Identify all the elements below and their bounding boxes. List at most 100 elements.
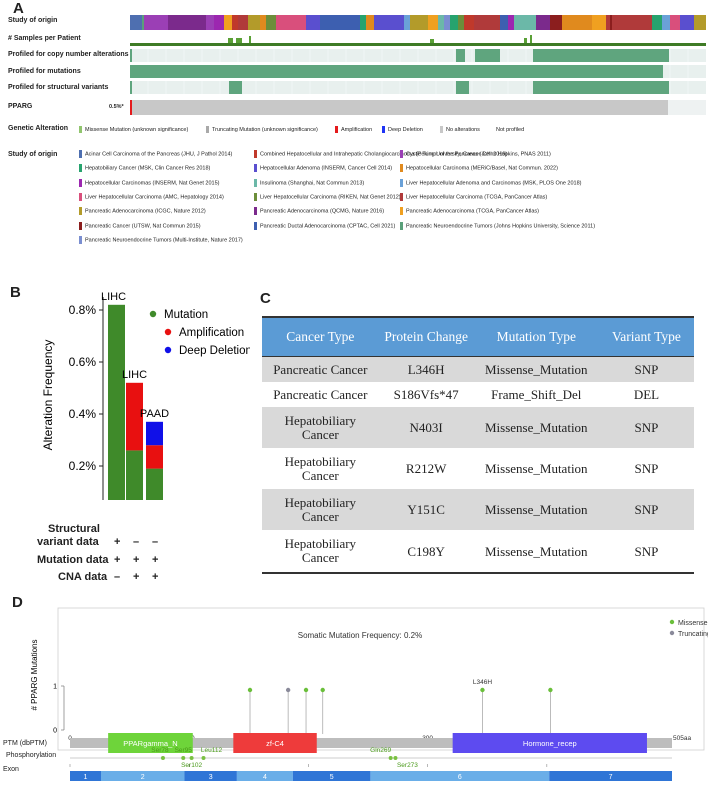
- legend-swatch: [254, 192, 257, 201]
- col-header-cancer-type: Cancer Type: [262, 316, 379, 357]
- genetic-alteration-item: Amplification: [335, 126, 372, 133]
- lollipop-y-axis-label: # PPARG Mutations: [30, 640, 39, 711]
- table-cell: Hepatobiliary Cancer: [262, 530, 379, 574]
- bar-series: [108, 304, 163, 500]
- exon-number: 3: [209, 774, 213, 781]
- row-label-profiled-mutations: Profiled for mutations: [8, 68, 81, 75]
- study-segment: [428, 15, 438, 30]
- legend-label: Pancreatic Cancer (UTSW, Nat Commun 2015…: [85, 222, 201, 229]
- pparg-not-profiled: [668, 100, 706, 115]
- table-cell: SNP: [598, 356, 694, 383]
- table-row: Hepatobiliary Cancer N403I Missense_Mutati…: [262, 407, 694, 449]
- table-row: Pancreatic Cancer S186Vfs*47 Frame_Shift_D…: [262, 382, 694, 407]
- legend-label: Liver Hepatocellular Adenoma and Carcino…: [406, 180, 582, 187]
- exon-block: [70, 771, 101, 781]
- legend-label: Pancreatic Neuroendocrine Tumors (Multi-…: [85, 237, 243, 244]
- profiled-range: [130, 81, 132, 94]
- study-segment: [224, 15, 232, 30]
- genetic-alteration-item: Truncating Mutation (unknown significanc…: [206, 126, 318, 133]
- row-label-structural-2: variant data: [37, 536, 99, 548]
- col-header-mutation-type: Mutation Type: [473, 316, 599, 357]
- legend-swatch: [254, 150, 257, 158]
- exon-block: [100, 771, 185, 781]
- study-segment: [500, 15, 508, 30]
- study-segment: [508, 15, 514, 30]
- profiled-sv-track: [129, 81, 706, 94]
- legend-label: Pancreatic Neuroendocrine Tumors (Johns …: [406, 222, 596, 229]
- table-row: Hepatobiliary Cancer Y151C Missense_Mutati…: [262, 489, 694, 531]
- legend-label: Hepatocellular Carcinomas (INSERM, Nat G…: [85, 180, 220, 187]
- legend-label: Cystic Tumor of the Pancreas (Johns Hopk…: [406, 151, 551, 158]
- legend-dot: [669, 630, 675, 636]
- study-segment: [214, 15, 224, 30]
- legend-label: Amplification: [341, 126, 373, 133]
- table-cell: Missense_Mutation: [473, 530, 599, 574]
- lollipop-axes: 010100200300400505aa: [53, 684, 691, 767]
- legend-label: Pancreatic Ductal Adenocarcinoma (CPTAC,…: [260, 222, 396, 229]
- legend-label: Hepatocellular Adenoma (INSERM, Cancer C…: [260, 165, 393, 172]
- table-cell: SNP: [598, 407, 694, 449]
- oncoprint-tracks: [129, 15, 706, 115]
- exon-number: 4: [263, 774, 267, 781]
- legend-swatch: [254, 164, 257, 173]
- samples-per-patient-spike: [430, 39, 434, 43]
- profiled-range: [130, 65, 663, 78]
- exon-number: 1: [84, 774, 88, 781]
- ptm-label: PTM (dbPTM): [3, 740, 47, 747]
- legend-dot: [149, 310, 157, 318]
- samples-per-patient-baseline: [130, 43, 706, 46]
- pparg-amplification-marks: [130, 100, 132, 115]
- study-segment: [562, 15, 592, 30]
- y-tick-label: 0.8%: [69, 303, 97, 317]
- exon-block: [549, 771, 672, 781]
- table-row: Pancreatic Cancer L346H Missense_Mutation S…: [262, 356, 694, 383]
- phosphorylation-site: [393, 756, 398, 760]
- table-cell: Hepatobiliary Cancer: [262, 489, 379, 531]
- legend-label: Liver Hepatocellular Carcinoma (AMC, Hep…: [85, 194, 224, 201]
- samples-per-patient-spike: [530, 35, 532, 43]
- study-segment: [306, 15, 320, 30]
- table-cell: Y151C: [378, 489, 474, 531]
- legend-swatch: [79, 221, 82, 230]
- study-segment: [144, 15, 168, 30]
- table-cell: Missense_Mutation: [485, 461, 588, 477]
- study-segment: [608, 15, 610, 30]
- study-segment: [628, 15, 630, 30]
- profiled-cna-track: [129, 49, 706, 62]
- exon-block: [370, 771, 550, 781]
- study-legend-item: Liver Hepatocellular Carcinoma (AMC, Hep…: [79, 192, 224, 201]
- study-segment: [266, 15, 276, 30]
- protein-backbone: PPARgamma_N zf-C4 Hormone_recep: [70, 733, 672, 753]
- profiled-range: [533, 81, 669, 94]
- table-cell: L346H: [378, 356, 474, 383]
- bar-category-label: PAAD: [140, 408, 169, 420]
- study-segment: [260, 15, 266, 30]
- table-header-row: Cancer Type Protein Change Mutation Type…: [262, 316, 694, 357]
- phosphorylation-site-label: Ser95: [175, 747, 193, 754]
- exon-number: 7: [609, 774, 613, 781]
- study-segment: [238, 15, 248, 30]
- panel-b-letter: B: [10, 284, 21, 301]
- legend-label: Amplification: [179, 327, 244, 339]
- table-cell: Hepatobiliary Cancer: [284, 453, 357, 483]
- phosphorylation-site-label: Ser273: [397, 762, 418, 769]
- study-segment: [592, 15, 606, 30]
- exon-number: 5: [330, 774, 334, 781]
- legend-label: Hepatobiliary Cancer (MSK, Clin Cancer R…: [85, 165, 211, 172]
- table-cell: C198Y: [378, 530, 474, 574]
- phosphorylation-site: [181, 756, 186, 760]
- col-header-variant-type: Variant Type: [598, 316, 694, 357]
- legend-label: Truncating: [678, 631, 708, 638]
- lollipop-head: [548, 687, 553, 693]
- study-legend-item: Pancreatic Adenocarcinoma (TCGA, PanCanc…: [400, 207, 539, 216]
- lollipop-legend: Missense Truncating: [669, 619, 708, 638]
- legend-swatch: [79, 207, 82, 216]
- exon-number: 2: [141, 774, 145, 781]
- y-tick-label: 0.2%: [69, 459, 97, 473]
- legend-label: Combined Hepatocellular and Intrahepatic…: [260, 151, 508, 158]
- study-segment: [142, 15, 144, 30]
- legend-swatch: [254, 178, 257, 187]
- table-cell: Frame_Shift_Del: [491, 387, 582, 403]
- protein-domain: [233, 733, 317, 753]
- study-segment: [640, 15, 652, 30]
